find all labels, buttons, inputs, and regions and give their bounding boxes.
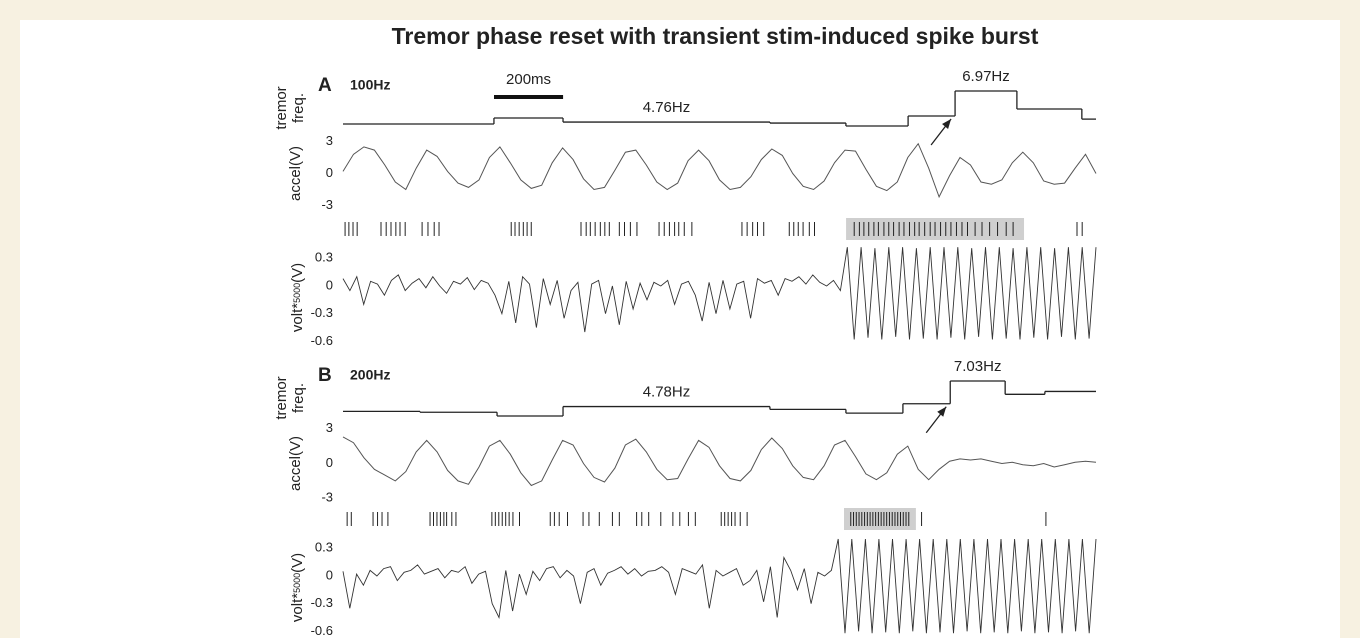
stim-label: 100Hz: [350, 77, 390, 93]
panel-label: B: [318, 365, 332, 386]
value-label: 7.03Hz: [954, 358, 1002, 375]
y-axis-label-part: (V): [289, 263, 306, 283]
y-axis-label-part: (V): [289, 553, 306, 573]
volt-trace: [342, 247, 1097, 340]
y-axis-label-part: volt*: [289, 303, 306, 332]
scale-bar-label: 200ms: [506, 71, 551, 88]
y-axis-label-line: tremor: [273, 376, 290, 419]
y-axis-label: volt*5000(V): [289, 263, 306, 332]
y-tick-label: 0: [326, 567, 333, 582]
y-tick-label: 0: [326, 165, 333, 180]
y-tick-label: 0.3: [315, 540, 333, 555]
y-tick-label: 0: [326, 277, 333, 292]
y-tick-label: -0.3: [311, 595, 333, 610]
accel-trace: [342, 436, 1097, 487]
y-tick-label: -3: [321, 197, 333, 212]
y-tick-label: -0.3: [311, 305, 333, 320]
y-axis-label-part: volt*: [289, 593, 306, 622]
y-tick-label: -0.6: [311, 623, 333, 638]
y-axis-label-line: freq.: [290, 383, 307, 413]
arrow-head: [942, 119, 952, 130]
y-axis-label-line: freq.: [290, 93, 307, 123]
y-axis-label: accel(V): [287, 436, 304, 491]
y-tick-label: 3: [326, 133, 333, 148]
y-axis-label: tremorfreq.: [273, 86, 307, 129]
y-axis-label: volt*5000(V): [289, 553, 306, 622]
stim-highlight: [843, 508, 916, 530]
accel-trace: [342, 142, 1097, 199]
volt-trace: [342, 538, 1097, 634]
y-axis-label: accel(V): [287, 146, 304, 201]
y-axis-label: tremorfreq.: [273, 376, 307, 419]
y-axis-label-part: 5000: [292, 573, 302, 593]
y-axis-label-line: tremor: [273, 86, 290, 129]
value-label: 4.76Hz: [643, 99, 691, 116]
stim-label: 200Hz: [350, 367, 390, 383]
value-label: 6.97Hz: [962, 68, 1010, 85]
y-tick-label: 3: [326, 420, 333, 435]
figure-background: [20, 20, 1340, 638]
y-tick-label: 0.3: [315, 250, 333, 265]
panel-label: A: [318, 75, 332, 96]
y-axis-label-part: 5000: [292, 283, 302, 303]
y-tick-label: -0.6: [311, 333, 333, 348]
y-tick-label: 0: [326, 455, 333, 470]
chart-title: Tremor phase reset with transient stim-i…: [392, 23, 1039, 49]
arrow-head: [937, 406, 947, 417]
value-label: 4.78Hz: [643, 384, 691, 401]
y-tick-label: -3: [321, 490, 333, 505]
